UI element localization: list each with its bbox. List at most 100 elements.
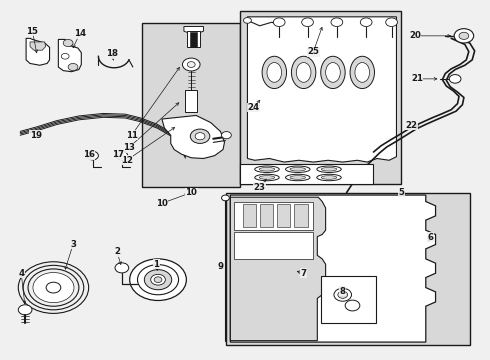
Polygon shape xyxy=(230,197,326,341)
Bar xyxy=(294,204,308,227)
Text: 13: 13 xyxy=(122,143,135,152)
Text: 4: 4 xyxy=(18,269,24,278)
Ellipse shape xyxy=(255,166,279,172)
Ellipse shape xyxy=(182,118,200,124)
Ellipse shape xyxy=(255,174,279,181)
Text: 19: 19 xyxy=(30,131,42,140)
Circle shape xyxy=(46,282,61,293)
Ellipse shape xyxy=(259,167,275,171)
Ellipse shape xyxy=(317,166,341,172)
Bar xyxy=(226,193,470,345)
Circle shape xyxy=(338,291,347,298)
Circle shape xyxy=(130,259,186,301)
Circle shape xyxy=(221,195,229,201)
Circle shape xyxy=(459,32,469,40)
Bar xyxy=(185,90,197,112)
Circle shape xyxy=(449,75,461,83)
Circle shape xyxy=(63,40,73,46)
Ellipse shape xyxy=(321,167,337,171)
Circle shape xyxy=(87,151,98,160)
Bar xyxy=(240,164,373,184)
Circle shape xyxy=(154,277,162,283)
Ellipse shape xyxy=(290,176,306,179)
Ellipse shape xyxy=(290,167,306,171)
Bar xyxy=(240,12,401,184)
Ellipse shape xyxy=(292,56,316,89)
Ellipse shape xyxy=(296,63,311,82)
Circle shape xyxy=(334,288,351,301)
Bar xyxy=(143,23,240,187)
Circle shape xyxy=(145,270,171,290)
Ellipse shape xyxy=(321,56,345,89)
Bar xyxy=(260,204,273,227)
Ellipse shape xyxy=(317,174,341,181)
Text: 10: 10 xyxy=(156,199,168,208)
Text: 22: 22 xyxy=(405,121,417,130)
Circle shape xyxy=(345,300,360,311)
Circle shape xyxy=(244,18,251,23)
Bar xyxy=(234,202,314,230)
Circle shape xyxy=(151,274,165,285)
Text: 1: 1 xyxy=(153,260,159,269)
Bar xyxy=(277,204,291,227)
Bar xyxy=(321,276,376,323)
Circle shape xyxy=(302,18,314,27)
Circle shape xyxy=(331,18,343,27)
Text: 8: 8 xyxy=(340,287,346,296)
Circle shape xyxy=(68,63,78,71)
Circle shape xyxy=(454,29,474,43)
Text: 14: 14 xyxy=(74,29,86,38)
Text: 9: 9 xyxy=(218,262,223,271)
Polygon shape xyxy=(247,17,396,162)
Polygon shape xyxy=(162,116,224,158)
Circle shape xyxy=(115,263,129,273)
Ellipse shape xyxy=(262,56,287,89)
Bar xyxy=(243,204,256,227)
Circle shape xyxy=(273,18,285,27)
Ellipse shape xyxy=(326,63,340,82)
Polygon shape xyxy=(230,195,436,342)
Bar xyxy=(234,232,314,259)
Circle shape xyxy=(18,262,89,314)
Circle shape xyxy=(61,53,69,59)
Bar xyxy=(187,31,200,47)
Polygon shape xyxy=(26,39,49,65)
Ellipse shape xyxy=(321,176,337,179)
Ellipse shape xyxy=(350,56,374,89)
Text: 5: 5 xyxy=(398,188,404,197)
Circle shape xyxy=(23,265,84,310)
Circle shape xyxy=(138,265,178,295)
Circle shape xyxy=(18,305,32,315)
Text: 2: 2 xyxy=(114,247,120,256)
Circle shape xyxy=(190,129,210,143)
Polygon shape xyxy=(30,42,46,50)
Ellipse shape xyxy=(267,63,282,82)
Ellipse shape xyxy=(186,129,196,131)
Text: 20: 20 xyxy=(409,31,421,40)
Text: 12: 12 xyxy=(121,156,133,165)
Polygon shape xyxy=(58,40,81,72)
Ellipse shape xyxy=(286,174,310,181)
Text: 3: 3 xyxy=(70,240,76,249)
Text: 10: 10 xyxy=(185,188,197,197)
Text: 15: 15 xyxy=(26,27,38,36)
Ellipse shape xyxy=(186,120,196,122)
Text: 24: 24 xyxy=(248,103,260,112)
Text: 21: 21 xyxy=(411,75,423,84)
Text: 23: 23 xyxy=(254,183,266,192)
Text: 17: 17 xyxy=(112,150,124,159)
Ellipse shape xyxy=(182,127,200,133)
Text: 6: 6 xyxy=(428,233,434,242)
Circle shape xyxy=(221,132,231,139)
Bar xyxy=(190,32,197,46)
Text: 7: 7 xyxy=(300,269,307,278)
Circle shape xyxy=(33,273,74,303)
Text: 25: 25 xyxy=(307,47,319,56)
Ellipse shape xyxy=(259,176,275,179)
Polygon shape xyxy=(184,27,203,35)
Circle shape xyxy=(187,62,195,67)
Text: 16: 16 xyxy=(83,150,95,159)
Text: 18: 18 xyxy=(106,49,118,58)
Text: 11: 11 xyxy=(125,131,138,140)
Ellipse shape xyxy=(355,63,369,82)
